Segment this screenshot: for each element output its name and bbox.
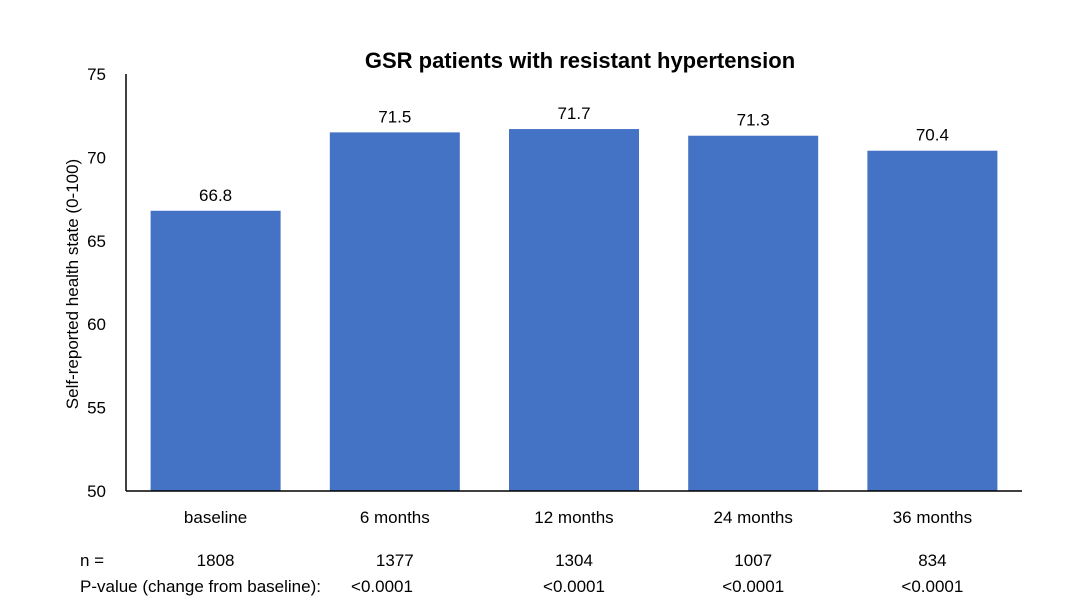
x-ticks-group: baseline 6 months 12 months 24 months 36 mon… <box>184 508 972 527</box>
y-tick-label: 75 <box>87 65 106 84</box>
n-value: 1808 <box>197 551 235 570</box>
bar <box>688 135 819 491</box>
bar <box>329 132 460 491</box>
y-tick-label: 65 <box>87 232 106 251</box>
n-value: 834 <box>918 551 946 570</box>
bar <box>509 129 639 491</box>
n-value: 1007 <box>734 551 772 570</box>
bars-group <box>150 129 998 491</box>
data-label: 71.3 <box>737 111 770 130</box>
x-tick-label: baseline <box>184 508 247 527</box>
y-axis-label: Self-reported health state (0-100) <box>63 159 82 409</box>
data-label: 71.5 <box>378 107 411 126</box>
p-value: <0.0001 <box>543 577 605 596</box>
p-value-row-label: P-value (change from baseline): <box>80 577 321 596</box>
p-values-group: <0.0001 <0.0001 <0.0001 <0.0001 <box>351 577 963 596</box>
p-value: <0.0001 <box>351 577 413 596</box>
data-label: 70.4 <box>916 126 949 145</box>
data-label: 66.8 <box>199 186 232 205</box>
bar <box>150 210 281 491</box>
bar <box>867 150 998 491</box>
x-tick-label: 24 months <box>714 508 793 527</box>
x-tick-label: 36 months <box>893 508 972 527</box>
data-label: 71.7 <box>557 104 590 123</box>
n-value: 1304 <box>555 551 593 570</box>
y-tick-label: 60 <box>87 315 106 334</box>
n-values-group: 1808 1377 1304 1007 834 <box>197 551 947 570</box>
y-tick-label: 50 <box>87 482 106 501</box>
p-value: <0.0001 <box>722 577 784 596</box>
x-tick-label: 12 months <box>534 508 613 527</box>
n-row-label: n = <box>80 551 104 570</box>
n-value: 1377 <box>376 551 414 570</box>
p-value: <0.0001 <box>901 577 963 596</box>
y-tick-label: 70 <box>87 148 106 167</box>
x-tick-label: 6 months <box>360 508 430 527</box>
y-ticks-group: 50 55 60 65 70 75 <box>87 65 106 501</box>
chart-title: GSR patients with resistant hypertension <box>365 48 795 73</box>
y-tick-label: 55 <box>87 399 106 418</box>
data-labels-group: 66.8 71.5 71.7 71.3 70.4 <box>199 104 949 205</box>
